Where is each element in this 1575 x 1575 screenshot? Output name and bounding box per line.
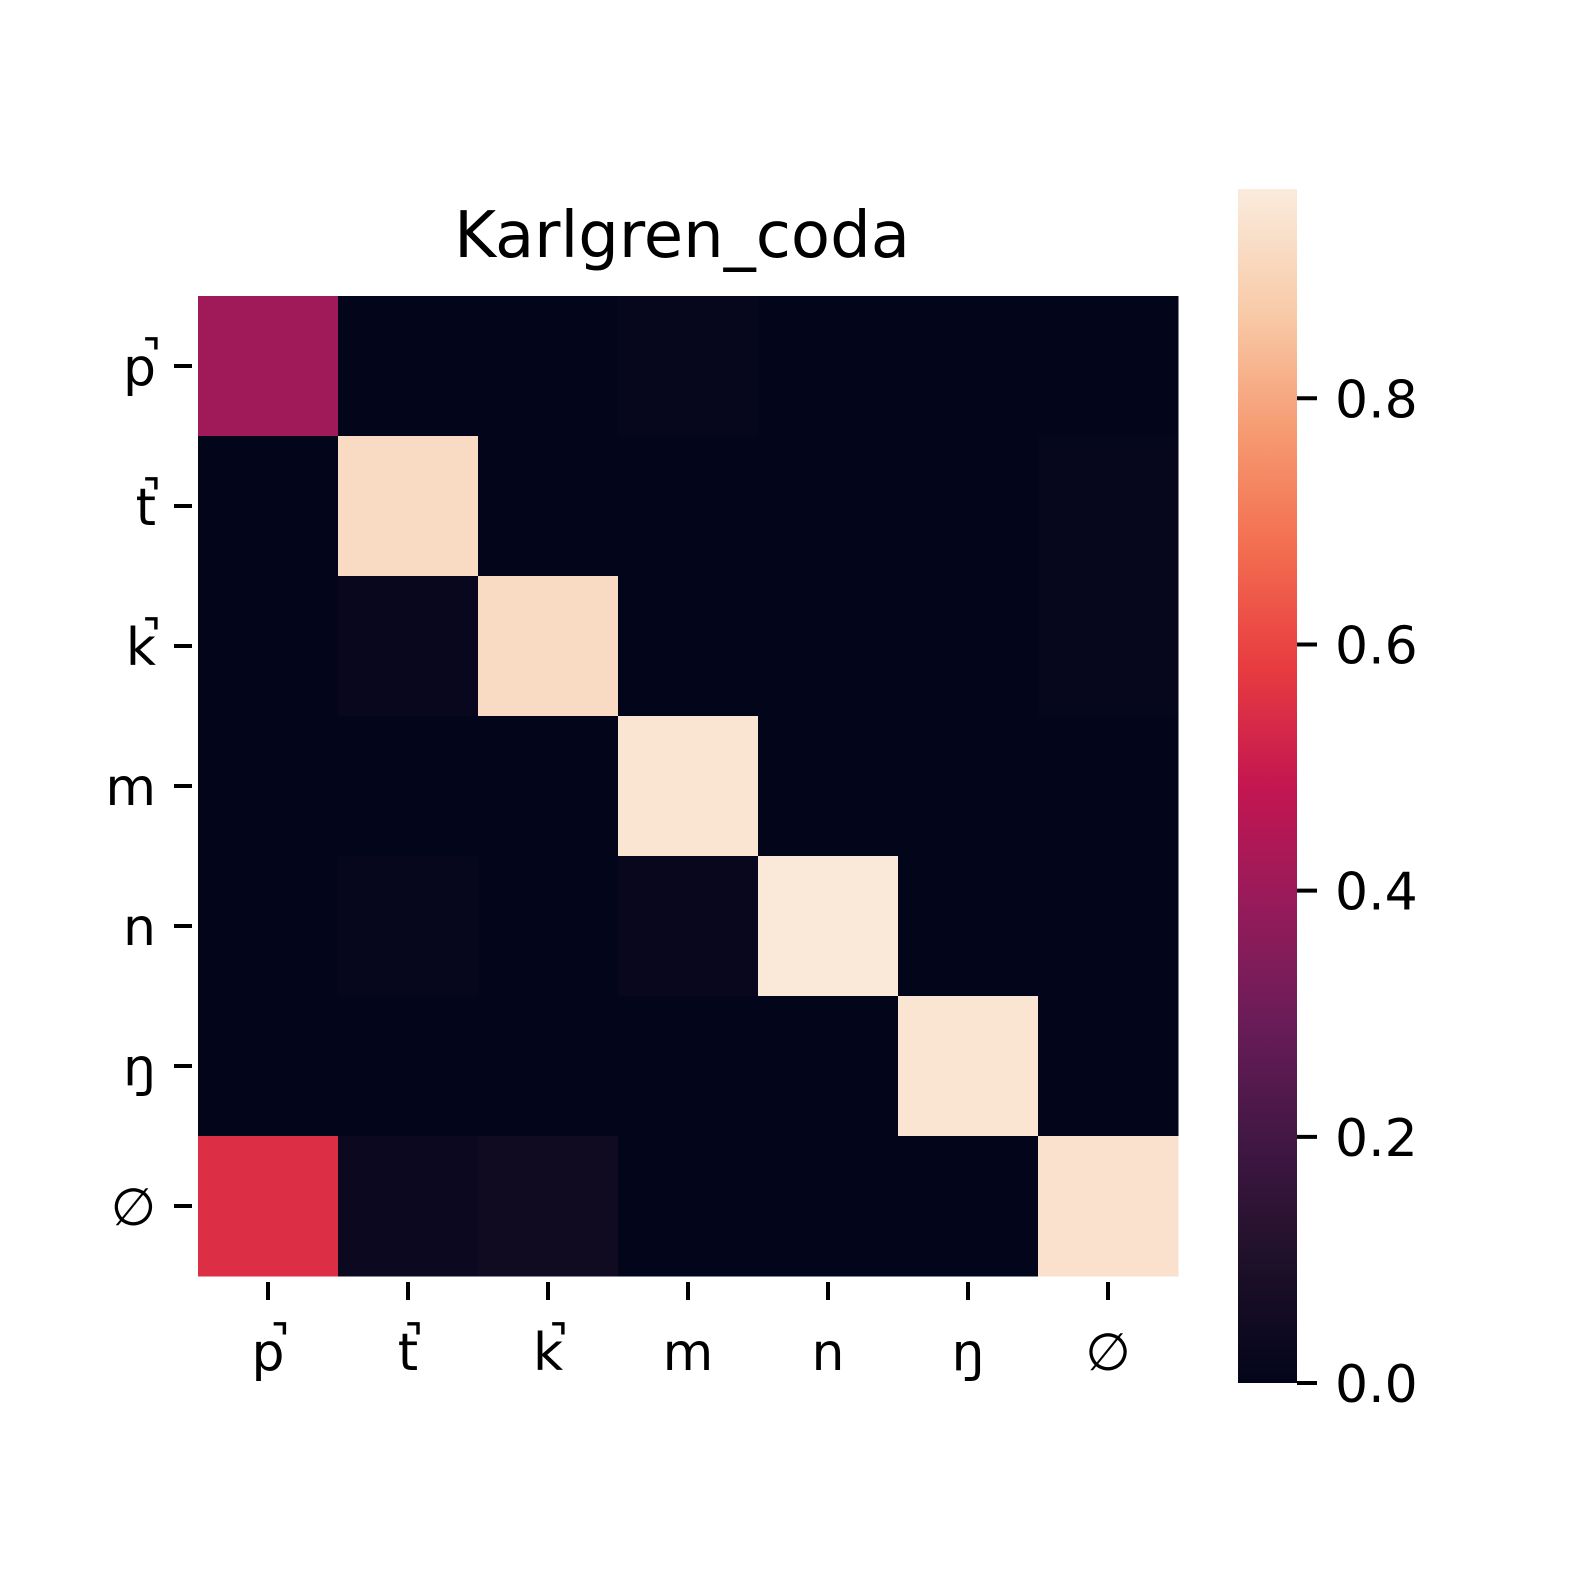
heatmap-cell bbox=[478, 296, 619, 437]
heatmap-cell bbox=[338, 576, 479, 717]
heatmap-cell bbox=[1038, 296, 1179, 437]
heatmap-cell bbox=[618, 996, 759, 1137]
heatmap-cell bbox=[758, 856, 899, 997]
heatmap-cell bbox=[618, 1136, 759, 1277]
x-tick-label: n bbox=[812, 1323, 845, 1383]
heatmap-cell bbox=[198, 856, 339, 997]
heatmap-cell bbox=[898, 296, 1039, 437]
chart-title: Karlgren_coda bbox=[454, 199, 910, 273]
heatmap-cell bbox=[1038, 716, 1179, 857]
heatmap-cell bbox=[1038, 856, 1179, 997]
heatmap-cell bbox=[758, 716, 899, 857]
x-tick-label: k̚ bbox=[533, 1321, 565, 1383]
heatmap-cell bbox=[758, 576, 899, 717]
heatmap-cell bbox=[338, 296, 479, 437]
x-axis-ticks: p̚ t̚ k̚ m n ŋ ∅ bbox=[251, 1282, 1131, 1383]
x-tick-label: p̚ bbox=[251, 1321, 286, 1383]
heatmap-cell bbox=[198, 436, 339, 577]
heatmap-cell bbox=[1038, 996, 1179, 1137]
heatmap-cell bbox=[618, 436, 759, 577]
x-tick-label: ŋ bbox=[952, 1323, 985, 1383]
heatmap-cell bbox=[478, 856, 619, 997]
y-tick-label: p̚ bbox=[123, 336, 158, 398]
heatmap-cell bbox=[618, 296, 759, 437]
heatmap-cell bbox=[198, 1136, 339, 1277]
heatmap-cell bbox=[338, 436, 479, 577]
heatmap-cell bbox=[898, 1136, 1039, 1277]
colorbar-tick-label: 0.0 bbox=[1335, 1355, 1418, 1415]
x-tick-label: ∅ bbox=[1085, 1323, 1130, 1383]
colorbar bbox=[1238, 189, 1297, 1383]
y-tick-label: m bbox=[105, 758, 156, 818]
heatmap-cell bbox=[898, 716, 1039, 857]
heatmap-cell bbox=[618, 716, 759, 857]
heatmap-cell bbox=[758, 436, 899, 577]
heatmap-cell bbox=[1038, 576, 1179, 717]
colorbar-tick-label: 0.2 bbox=[1335, 1109, 1418, 1169]
heatmap-cell bbox=[198, 716, 339, 857]
heatmap-cell bbox=[338, 1136, 479, 1277]
heatmap-cell bbox=[198, 576, 339, 717]
colorbar-tick-label: 0.6 bbox=[1335, 616, 1418, 676]
colorbar-tick-label: 0.8 bbox=[1335, 370, 1418, 430]
heatmap-cell bbox=[898, 856, 1039, 997]
colorbar-ticks: 0.0 0.2 0.4 0.6 0.8 bbox=[1297, 370, 1418, 1415]
colorbar-tick-label: 0.4 bbox=[1335, 863, 1418, 923]
y-tick-label: ŋ bbox=[123, 1038, 156, 1098]
heatmap-cell bbox=[478, 576, 619, 717]
heatmap-cell bbox=[478, 1136, 619, 1277]
heatmap-cell bbox=[758, 1136, 899, 1277]
x-tick-label: m bbox=[663, 1323, 714, 1383]
y-tick-label: t̚ bbox=[136, 476, 158, 538]
x-tick-label: t̚ bbox=[398, 1321, 420, 1383]
y-tick-label: ∅ bbox=[111, 1178, 156, 1238]
heatmap-cells bbox=[198, 296, 1179, 1277]
y-tick-label: k̚ bbox=[126, 616, 158, 678]
heatmap-cell bbox=[478, 996, 619, 1137]
heatmap-cell bbox=[898, 436, 1039, 577]
heatmap-cell bbox=[198, 296, 339, 437]
heatmap-cell bbox=[478, 716, 619, 857]
heatmap-cell bbox=[618, 576, 759, 717]
heatmap-cell bbox=[338, 856, 479, 997]
heatmap-cell bbox=[198, 996, 339, 1137]
heatmap-cell bbox=[618, 856, 759, 997]
y-axis-ticks: p̚ t̚ k̚ m n ŋ ∅ bbox=[105, 336, 192, 1238]
heatmap-cell bbox=[338, 716, 479, 857]
heatmap-cell bbox=[478, 436, 619, 577]
heatmap-cell bbox=[338, 996, 479, 1137]
y-tick-label: n bbox=[123, 898, 156, 958]
heatmap-cell bbox=[1038, 1136, 1179, 1277]
heatmap-cell bbox=[758, 996, 899, 1137]
heatmap-cell bbox=[898, 996, 1039, 1137]
heatmap-cell bbox=[898, 576, 1039, 717]
heatmap-cell bbox=[1038, 436, 1179, 577]
heatmap-cell bbox=[758, 296, 899, 437]
